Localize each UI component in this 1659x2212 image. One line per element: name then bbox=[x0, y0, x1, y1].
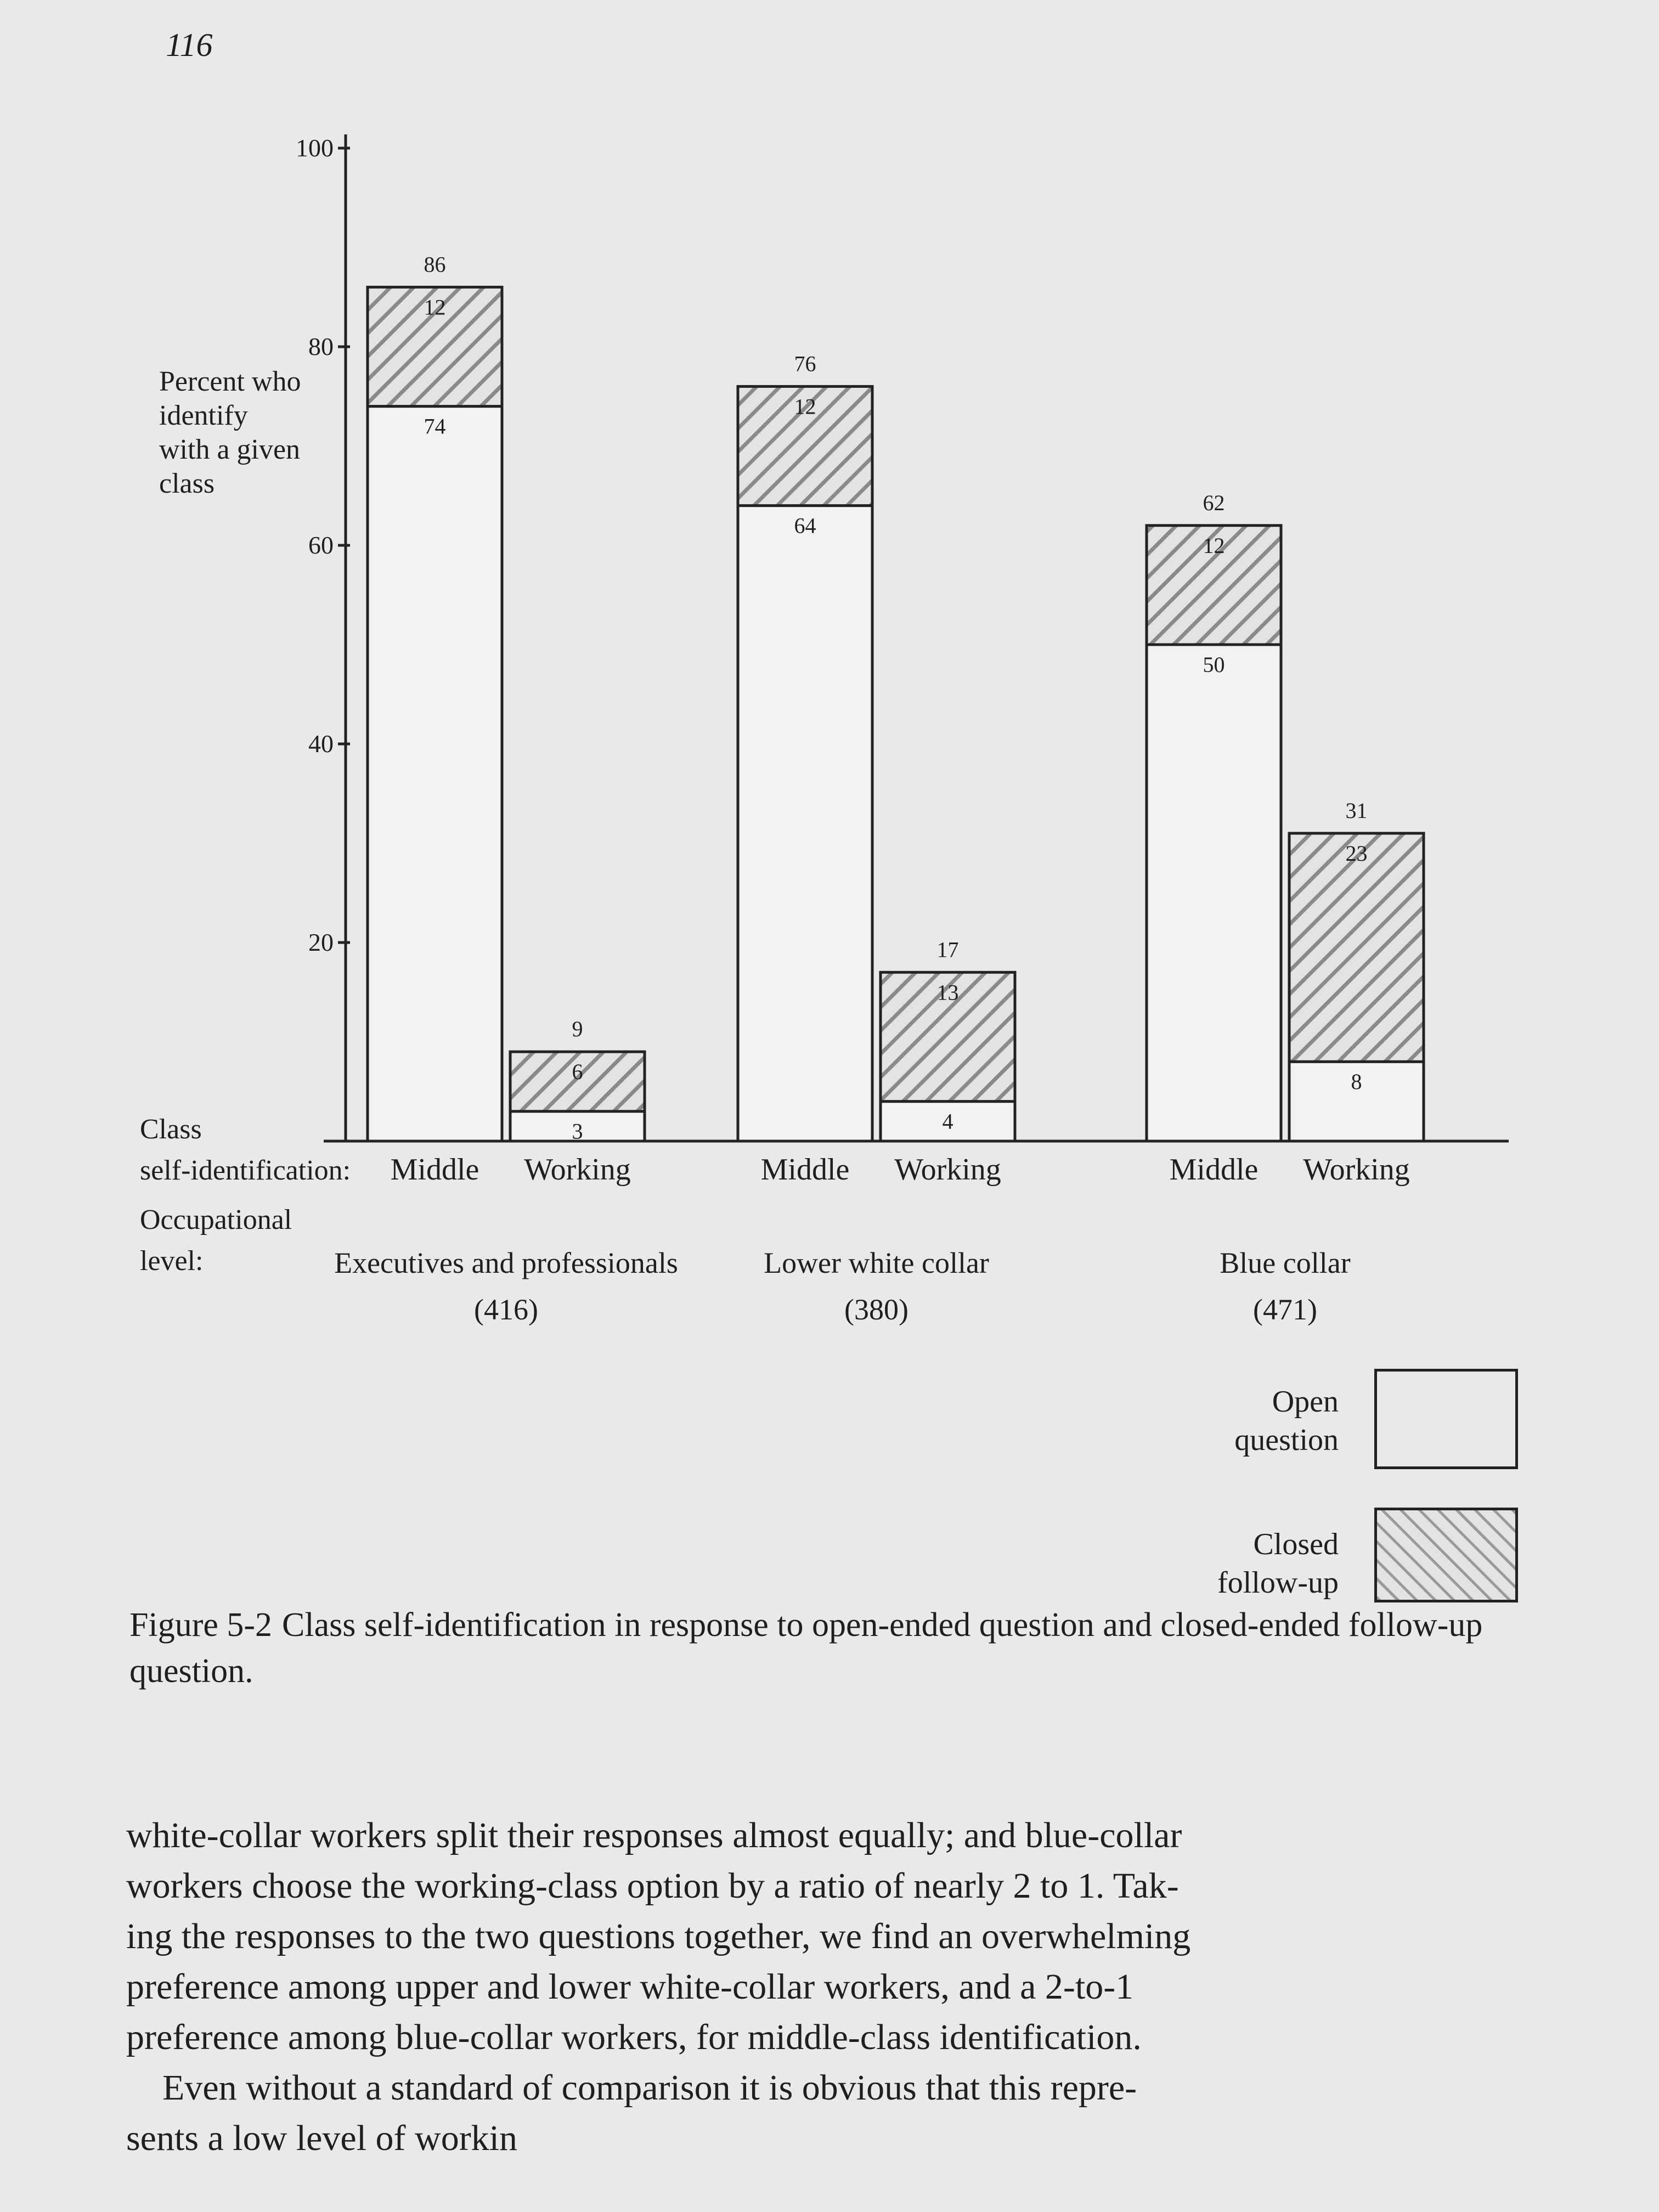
x-category-label: Working bbox=[524, 1153, 631, 1187]
x-category-label: Middle bbox=[761, 1153, 850, 1187]
body-text: white-collar workers split their respons… bbox=[126, 1810, 1531, 2164]
occupational-group-label: Lower white collar bbox=[764, 1246, 989, 1279]
bar-open-label: 4 bbox=[943, 1109, 953, 1134]
row-label-class-line: Class bbox=[140, 1114, 202, 1145]
bar-closed-label: 13 bbox=[937, 980, 959, 1005]
bar-closed-segment bbox=[366, 285, 504, 408]
body-line: ing the responses to the two questions t… bbox=[126, 1916, 1191, 1956]
bar-total-label: 86 bbox=[424, 252, 446, 276]
group-sample-size: (471) bbox=[1253, 1293, 1317, 1326]
bar-open-label: 8 bbox=[1351, 1069, 1362, 1094]
bar-total-label: 9 bbox=[572, 1017, 583, 1041]
legend-open-label: Open question bbox=[1234, 1385, 1339, 1457]
x-category-label: Working bbox=[894, 1153, 1001, 1187]
y-axis-label-line: Percent who bbox=[159, 366, 301, 397]
x-category-label: Middle bbox=[1170, 1153, 1259, 1187]
bar-closed-segment bbox=[879, 970, 1017, 1103]
bar-closed-label: 6 bbox=[572, 1059, 583, 1084]
bar-open-label: 3 bbox=[572, 1119, 583, 1144]
row-label-occupation-line: level: bbox=[140, 1245, 204, 1277]
y-tick-label: 20 bbox=[308, 928, 334, 956]
caption-text: Class self-identification in response to… bbox=[129, 1606, 1483, 1690]
y-axis-label-line: identify bbox=[159, 400, 248, 431]
bar-open-segment bbox=[509, 1110, 646, 1143]
body-line: preference among blue-collar workers, fo… bbox=[126, 2017, 1142, 2057]
body-line: sents a low level of workin bbox=[126, 2118, 518, 2158]
bar-open-label: 64 bbox=[794, 514, 816, 538]
y-tick-label: 80 bbox=[308, 332, 334, 360]
y-tick-label: 40 bbox=[308, 730, 334, 758]
body-line: preference among upper and lower white-c… bbox=[126, 1967, 1134, 2007]
body-line: white-collar workers split their respons… bbox=[126, 1815, 1182, 1855]
bar-closed-segment bbox=[1288, 832, 1425, 1063]
y-tick-label: 100 bbox=[296, 134, 334, 162]
body-line: Even without a standard of comparison it… bbox=[162, 2068, 1137, 2108]
y-tick-label: 60 bbox=[308, 531, 334, 559]
bar-closed-label: 23 bbox=[1346, 841, 1368, 866]
legend-open-swatch bbox=[1374, 1369, 1518, 1469]
body-line: workers choose the working-class option … bbox=[126, 1866, 1179, 1906]
bar-closed-segment bbox=[736, 385, 874, 507]
row-label-occupation-line: Occupational bbox=[140, 1204, 292, 1235]
row-label-class-line: self-identification: bbox=[140, 1155, 351, 1186]
bar-total-label: 31 bbox=[1346, 798, 1368, 823]
chart-bars: 86 12 74 Middle 9 6 3 Working Executives and pro… bbox=[334, 252, 1425, 1326]
bar-open-segment bbox=[366, 405, 504, 1143]
bar-closed-label: 12 bbox=[424, 295, 446, 319]
group-sample-size: (416) bbox=[474, 1293, 538, 1326]
bar-open-segment bbox=[879, 1100, 1017, 1143]
x-category-label: Working bbox=[1303, 1153, 1410, 1187]
bar-open-segment bbox=[736, 504, 874, 1143]
bar-closed-label: 12 bbox=[1203, 533, 1225, 558]
figure-caption: Figure 5-2 Class self-identification in r… bbox=[129, 1602, 1528, 1694]
bar-total-label: 62 bbox=[1203, 490, 1225, 515]
bar-total-label: 76 bbox=[794, 351, 816, 376]
y-axis-label-line: with a given bbox=[159, 434, 300, 465]
bar-open-segment bbox=[1288, 1060, 1425, 1143]
bar-open-label: 74 bbox=[424, 414, 446, 439]
row-labels: Class self-identification: Occupational lev… bbox=[140, 1114, 351, 1277]
occupational-group-label: Blue collar bbox=[1220, 1246, 1350, 1279]
bar-closed-label: 12 bbox=[794, 394, 816, 419]
x-category-label: Middle bbox=[391, 1153, 479, 1187]
legend-closed-swatch bbox=[1374, 1508, 1518, 1602]
group-sample-size: (380) bbox=[844, 1293, 909, 1326]
legend-closed-label: Closed follow-up bbox=[1217, 1527, 1339, 1600]
bar-total-label: 17 bbox=[937, 937, 959, 962]
figure-number: Figure 5-2 bbox=[129, 1606, 273, 1644]
bar-open-segment bbox=[1145, 643, 1283, 1143]
bar-closed-segment bbox=[1145, 524, 1283, 646]
y-axis-label-line: class bbox=[159, 468, 215, 499]
bar-closed-segment bbox=[509, 1050, 646, 1113]
page-number: 116 bbox=[166, 27, 213, 63]
occupational-group-label: Executives and professionals bbox=[334, 1246, 678, 1279]
bar-open-label: 50 bbox=[1203, 652, 1225, 677]
